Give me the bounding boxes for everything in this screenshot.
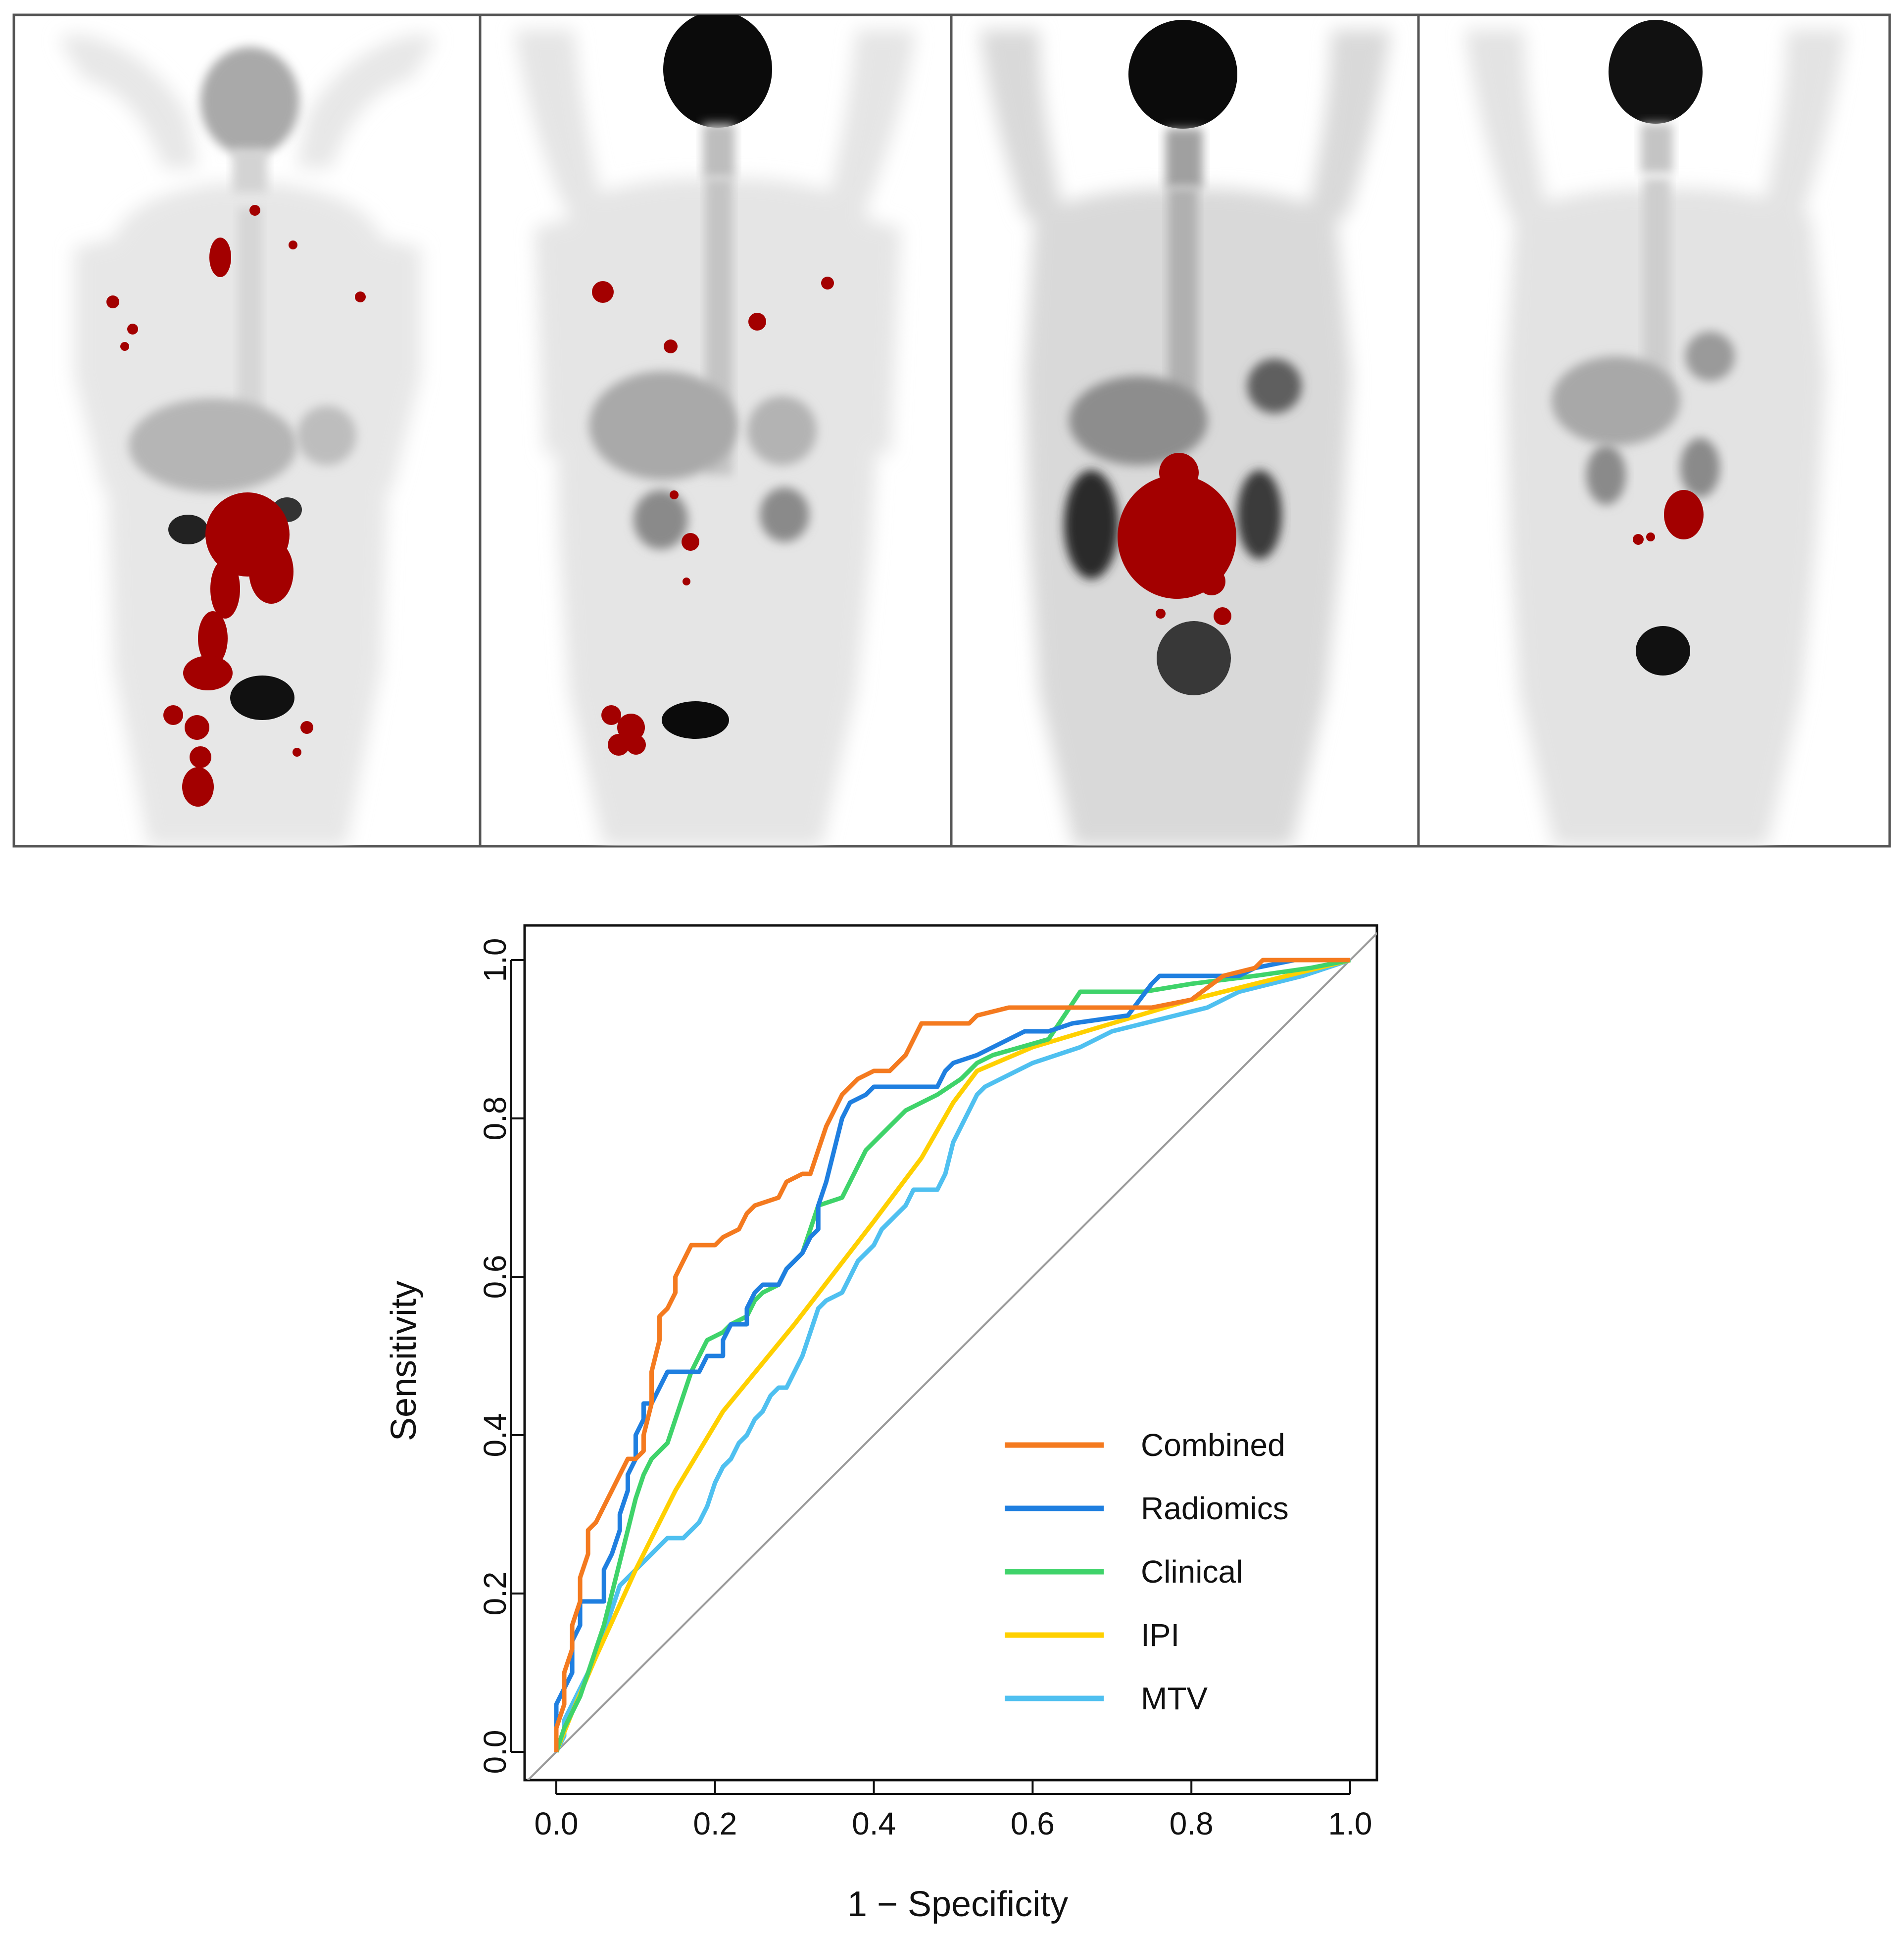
lesions (1118, 453, 1236, 625)
x-axis-label: 1 − Specificity (847, 1885, 1068, 1924)
pet-panel-3 (980, 20, 1391, 846)
y-tick-label: 0.8 (477, 1097, 513, 1141)
x-tick-label: 1.0 (1328, 1806, 1372, 1841)
legend-label-ipi: IPI (1141, 1617, 1179, 1653)
reference-diagonal-line (527, 932, 1377, 1780)
lesions (592, 277, 834, 756)
pet-panel-4 (1465, 20, 1846, 846)
body-silhouette (515, 30, 916, 846)
roc-chart: 0.0 0.2 0.4 0.6 0.8 1.0 0.0 0.2 0.4 0.6 0.8 1.0 Co… (384, 924, 1378, 1924)
x-tick-label: 0.6 (1011, 1806, 1055, 1841)
x-axis: 0.0 0.2 0.4 0.6 0.8 1.0 (535, 1780, 1372, 1841)
y-axis: 0.0 0.2 0.4 0.6 0.8 1.0 (477, 938, 525, 1774)
pet-image-strip (12, 13, 1891, 848)
roc-curve-radiomics (554, 958, 1350, 1752)
legend-label-mtv: MTV (1141, 1681, 1208, 1716)
legend-label-clinical: Clinical (1141, 1554, 1243, 1590)
y-tick-label: 0.4 (477, 1413, 513, 1457)
lesions (106, 205, 366, 807)
roc-curves (554, 958, 1351, 1753)
pet-panel-1 (59, 34, 436, 846)
x-tick-label: 0.8 (1170, 1806, 1214, 1841)
y-tick-label: 0.6 (477, 1255, 513, 1299)
legend-label-combined: Combined (1141, 1427, 1285, 1463)
plot-frame (523, 924, 1378, 1782)
roc-curve-combined (554, 958, 1350, 1752)
x-tick-label: 0.0 (535, 1806, 579, 1841)
roc-curve-ipi (554, 958, 1351, 1753)
y-tick-label: 0.0 (477, 1730, 513, 1774)
legend: Combined Radiomics Clinical IPI MTV (1005, 1427, 1289, 1716)
legend-label-radiomics: Radiomics (1141, 1491, 1289, 1526)
pet-panel-2 (515, 15, 916, 846)
x-tick-label: 0.2 (693, 1806, 737, 1841)
y-axis-label: Sensitivity (384, 1281, 424, 1441)
x-tick-label: 0.4 (852, 1806, 896, 1841)
lesions (1633, 490, 1704, 545)
y-tick-label: 0.2 (477, 1572, 513, 1616)
y-tick-label: 1.0 (477, 938, 513, 982)
